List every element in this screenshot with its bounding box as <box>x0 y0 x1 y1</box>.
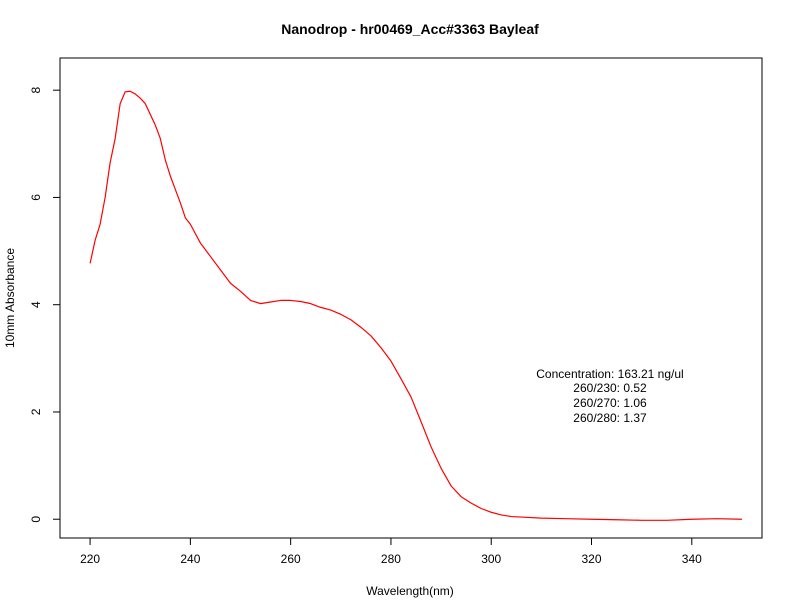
annotation-ratio-260-280: 260/280: 1.37 <box>573 411 647 425</box>
series-layer <box>89 90 742 521</box>
y-tick-label: 0 <box>29 516 43 523</box>
x-tick-label: 240 <box>180 552 200 566</box>
y-tick-label: 2 <box>29 408 43 415</box>
annotation-block: Concentration: 163.21 ng/ul 260/230: 0.5… <box>536 367 683 425</box>
x-axis-label: Wavelength(nm) <box>366 584 454 598</box>
y-axis-label: 10mm Absorbance <box>3 248 17 348</box>
chart-title: Nanodrop - hr00469_Acc#3363 Bayleaf <box>281 21 539 37</box>
y-tick-label: 8 <box>29 87 43 94</box>
series-line <box>89 90 742 521</box>
y-tick-label: 4 <box>29 301 43 308</box>
x-tick-label: 300 <box>481 552 501 566</box>
x-tick-label: 280 <box>381 552 401 566</box>
annotation-ratio-260-270: 260/270: 1.06 <box>573 396 647 410</box>
annotation-ratio-260-230: 260/230: 0.52 <box>573 381 647 395</box>
annotation-concentration: Concentration: 163.21 ng/ul <box>536 367 683 381</box>
y-tick-label: 6 <box>29 194 43 201</box>
x-tick-label: 220 <box>80 552 100 566</box>
x-tick-label: 320 <box>581 552 601 566</box>
x-tick-label: 260 <box>281 552 301 566</box>
x-tick-label: 340 <box>682 552 702 566</box>
x-axis: 220 240 260 280 300 320 340 <box>80 537 702 566</box>
y-axis: 0 2 4 6 8 <box>29 87 61 523</box>
